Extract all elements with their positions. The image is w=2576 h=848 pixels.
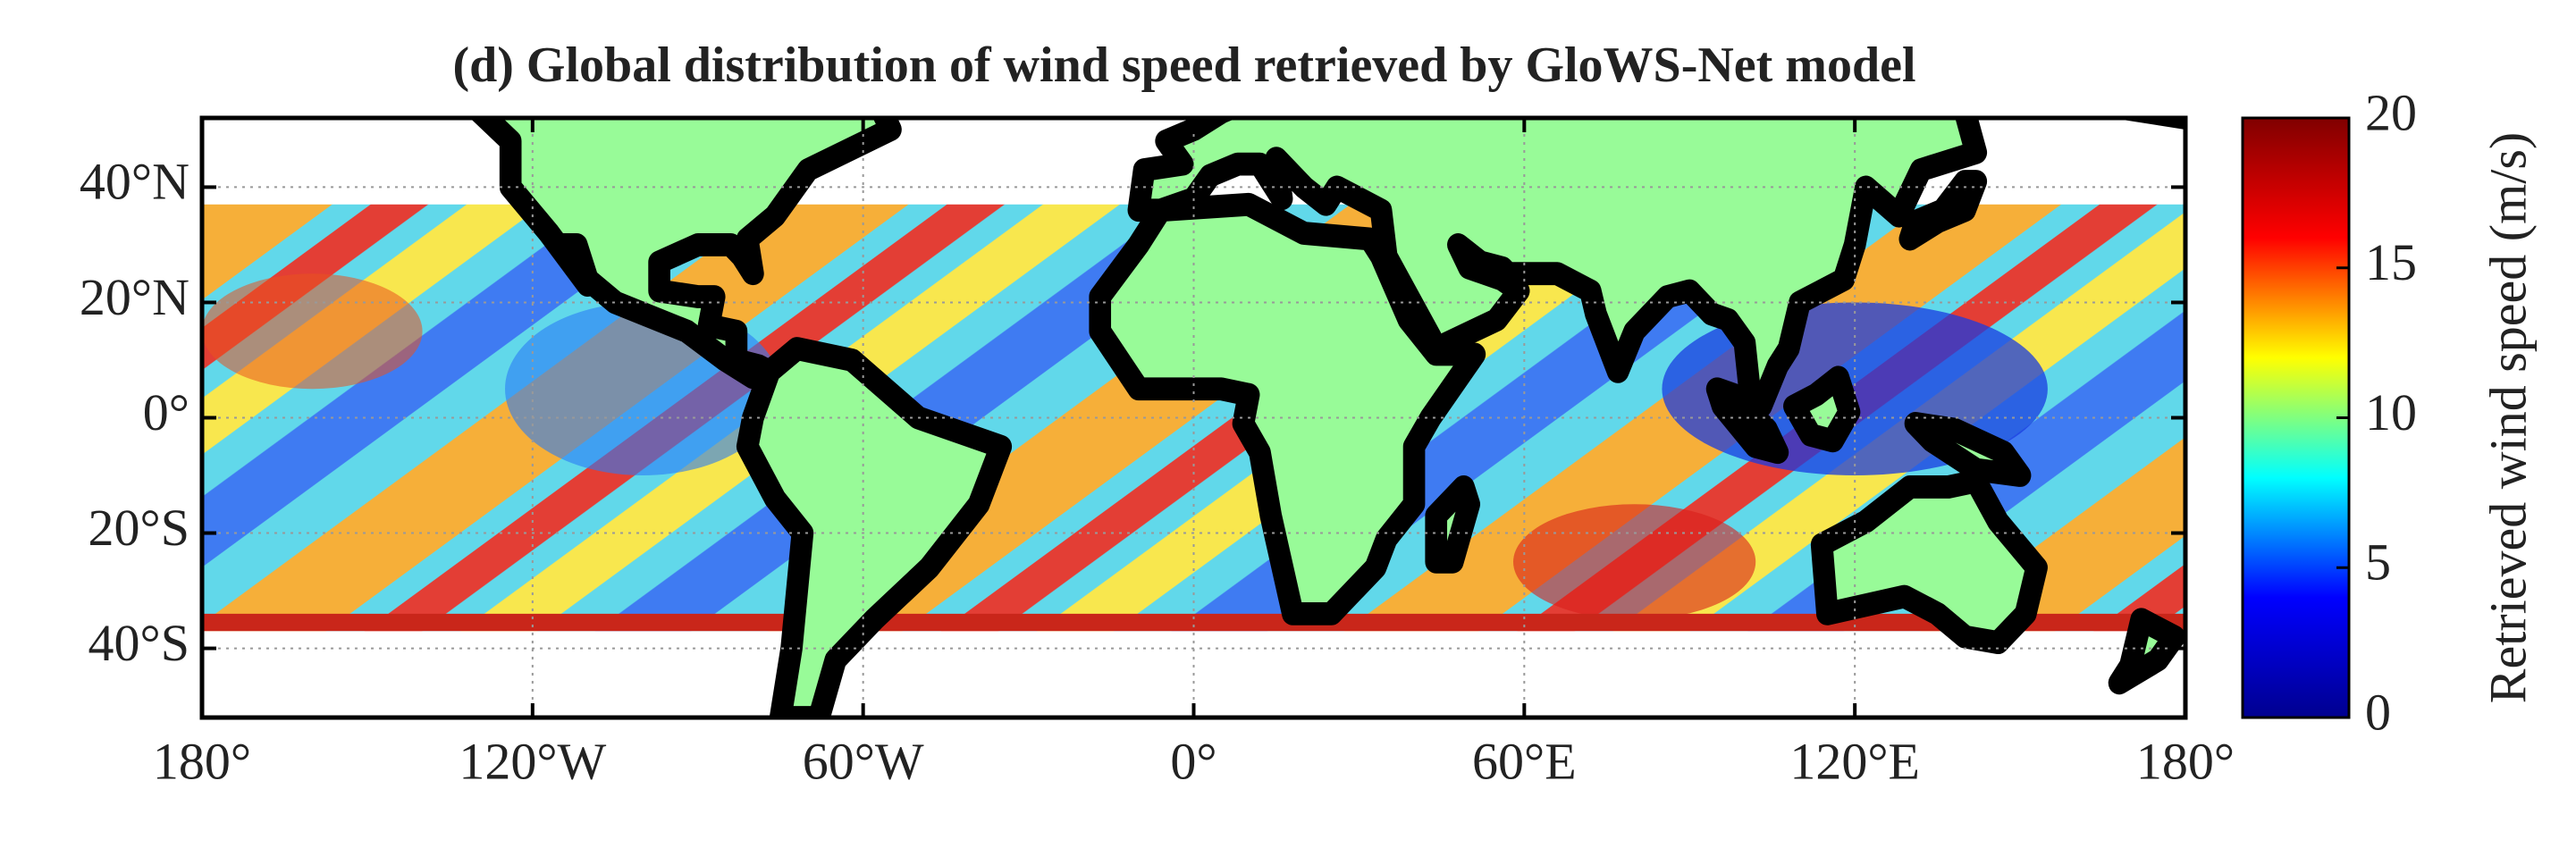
band-shade [1513,504,1756,620]
y-tick-label: 20°S [88,499,189,557]
japan [1898,170,1988,251]
colorbar-tick-label: 15 [2365,233,2417,291]
colorbar [2241,116,2351,719]
sumatra [1705,377,1789,465]
y-tick-label: 40°N [80,153,189,211]
x-tick-label: 0° [1170,732,1216,790]
colorbar-tick-label: 10 [2365,383,2417,441]
borneo [1783,365,1861,453]
x-tick-label: 180° [153,732,251,790]
map [202,118,2185,718]
colorbar-label: Retrieved wind speed (m/s) [2479,132,2537,703]
australia [1810,469,2048,655]
north-america [469,118,902,390]
axes-frame [199,115,2188,720]
colorbar-tick-label: 5 [2365,533,2391,592]
africa [1089,192,1486,626]
chart-title: (d) Global distribution of wind speed re… [452,38,1915,93]
eurasia [1127,118,2185,418]
south-america [736,337,1013,718]
y-tick-label: 20°N [80,268,189,326]
colorbar-tick-label: 20 [2365,83,2417,141]
x-tick-label: 120°E [1789,732,1920,790]
x-tick-label: 120°W [459,732,606,790]
colorbar-tick-label: 0 [2365,683,2391,741]
band-shade [202,273,423,390]
y-tick-label: 0° [143,383,189,441]
new-guinea [1904,412,2032,487]
x-tick-label: 60°E [1472,732,1577,790]
map-layer [202,118,2185,718]
band-edge [202,613,2185,632]
new-zealand [2108,608,2185,695]
x-tick-label: 180° [2136,732,2235,790]
continents [469,118,2185,718]
y-tick-label: 40°S [88,614,189,672]
madagascar [1425,475,1481,574]
x-tick-label: 60°W [803,732,924,790]
